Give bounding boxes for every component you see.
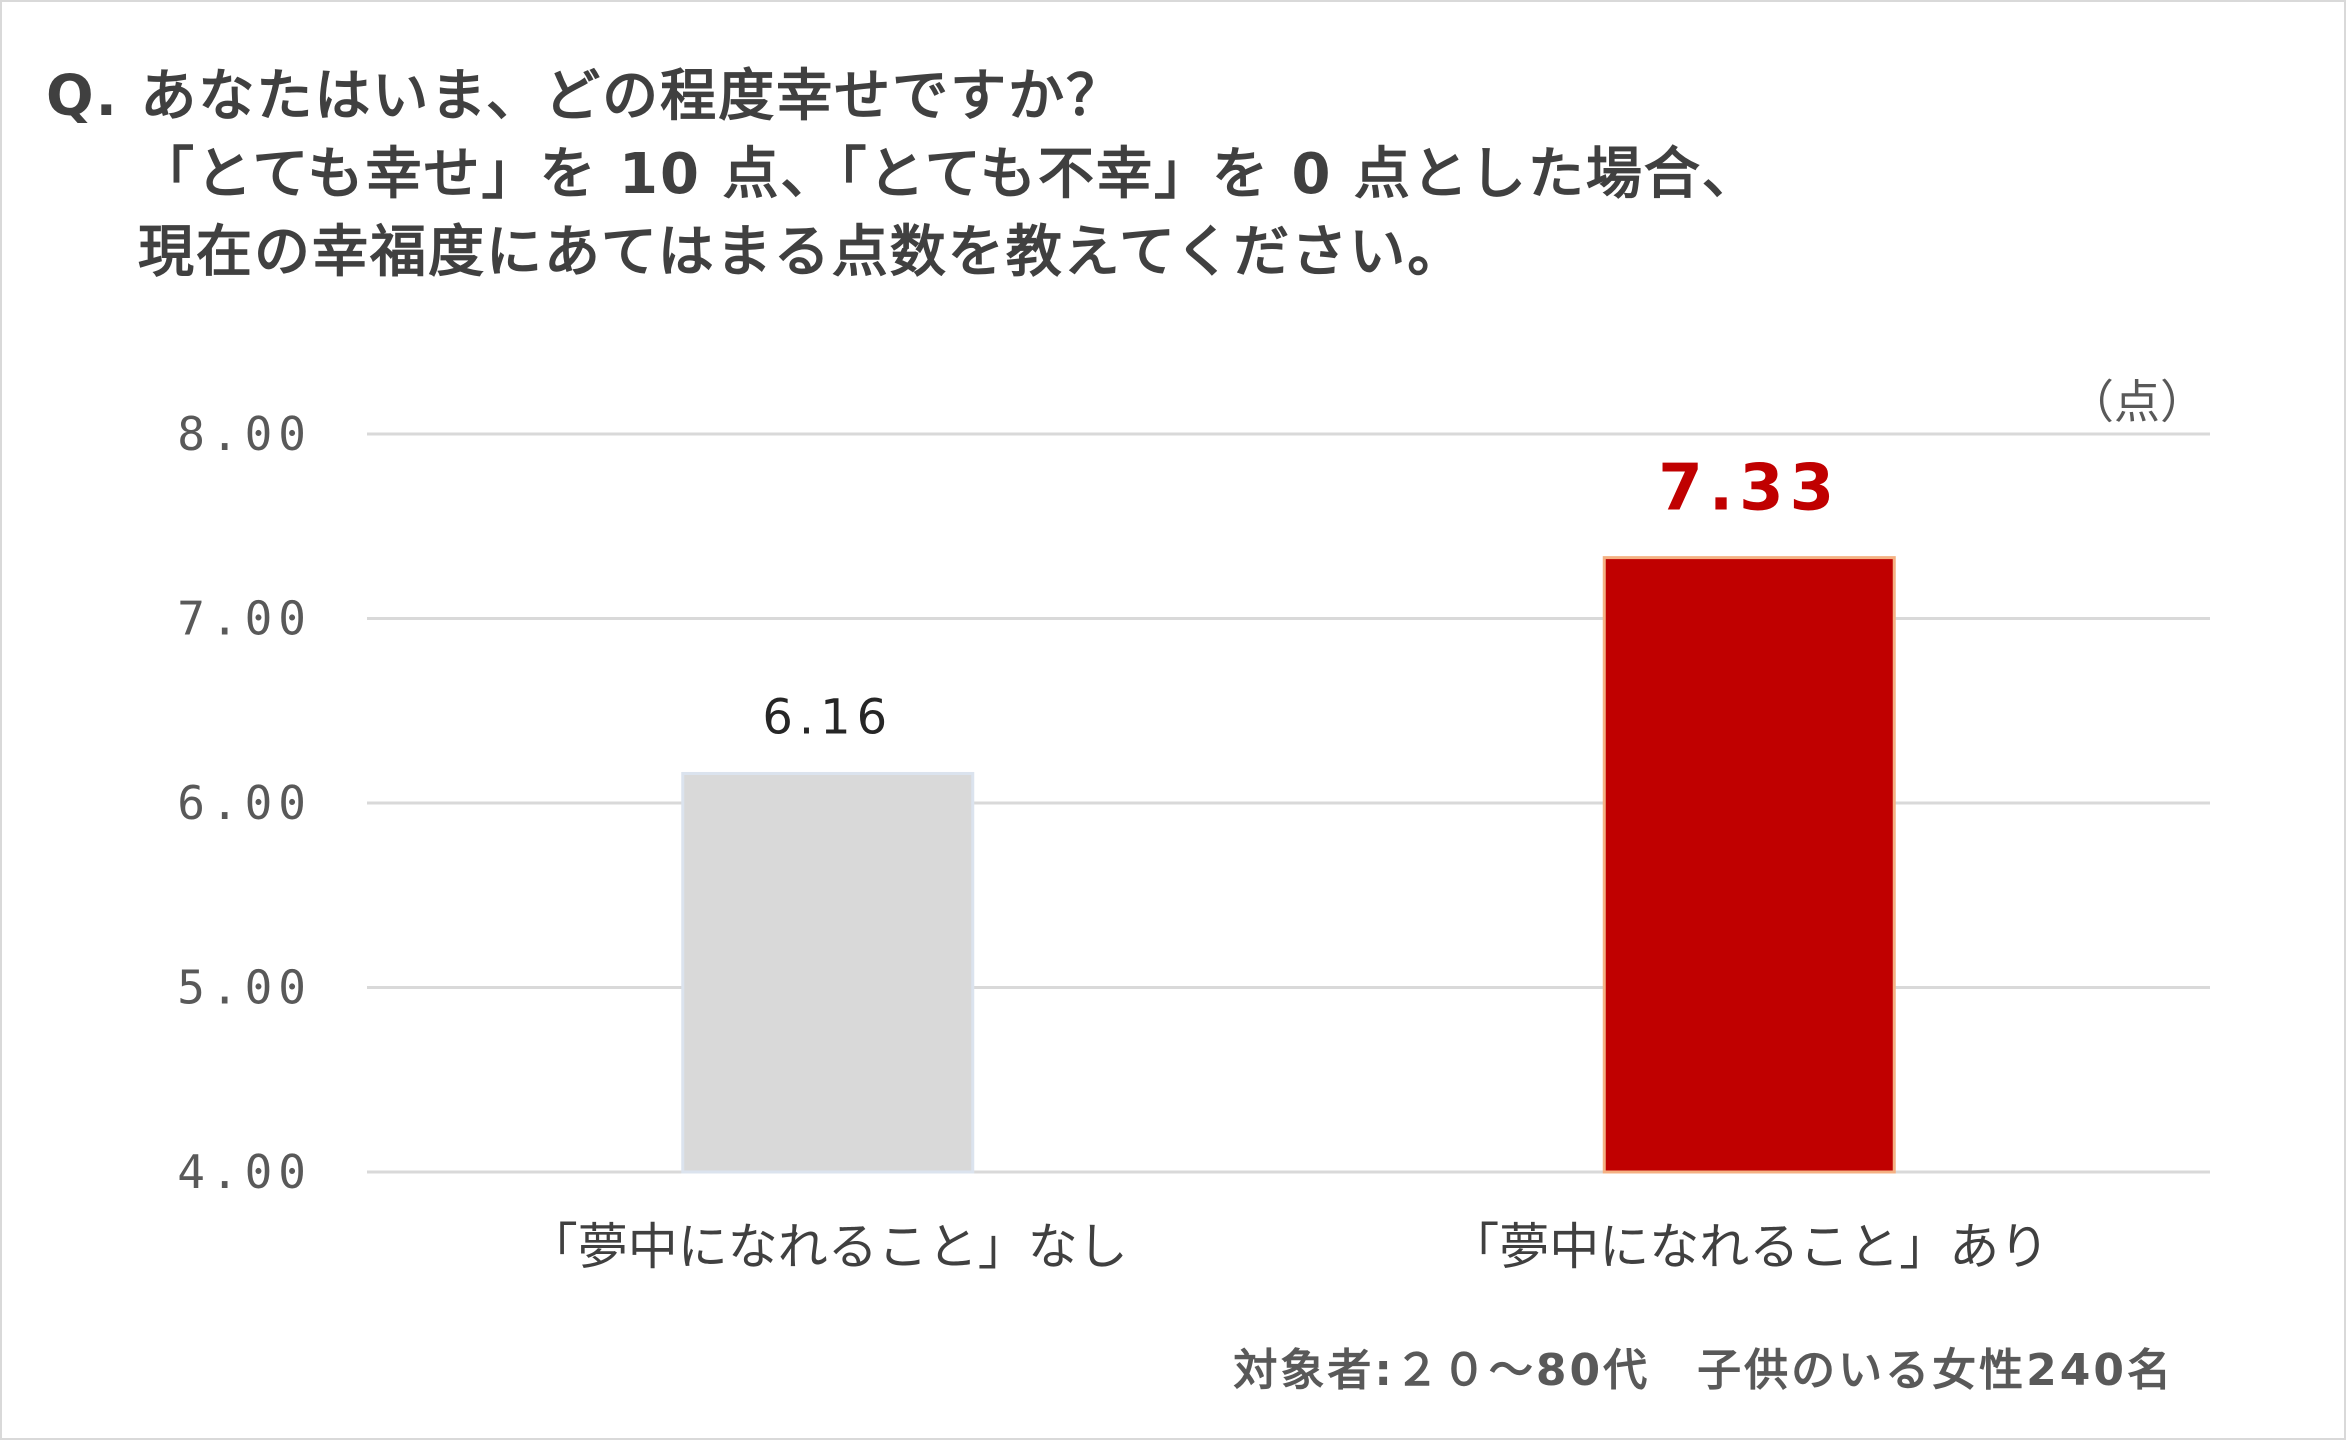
question-line-1: Q. あなたはいま、どの程度幸せですか？ — [46, 64, 1125, 129]
bar-2 — [1602, 556, 1896, 1174]
y-tick-label: 5.00 — [177, 961, 312, 1015]
data-label-1: 6.16 — [762, 689, 893, 745]
bars — [681, 556, 1896, 1174]
y-tick-label: 4.00 — [177, 1145, 312, 1199]
y-tick-label: 8.00 — [177, 407, 312, 461]
question-text: Q. あなたはいま、どの程度幸せですか？ 「とても幸せ」を 10 点、「とても不… — [46, 58, 2246, 292]
question-line-3: 現在の幸福度にあてはまる点数を教えてください。 — [138, 220, 1466, 285]
bar-1 — [681, 771, 975, 1174]
category-label-1: 「夢中になれること」なし — [528, 1218, 1128, 1276]
category-labels: 「夢中になれること」なし 「夢中になれること」あり — [528, 1218, 2050, 1276]
category-label-2: 「夢中になれること」あり — [1449, 1218, 2049, 1276]
y-tick-label: 7.00 — [177, 592, 312, 646]
question-line-2: 「とても幸せ」を 10 点、「とても不幸」を 0 点とした場合、 — [138, 142, 1760, 207]
footnote: 対象者:２０～80代 子供のいる女性240名 — [1233, 1345, 2174, 1396]
y-axis-ticks: 8.00 7.00 6.00 5.00 4.00 — [177, 407, 312, 1199]
data-labels: 6.16 7.33 — [762, 452, 1840, 746]
data-label-2: 7.33 — [1658, 452, 1840, 526]
unit-label: （点） — [2068, 375, 2206, 429]
y-tick-label: 6.00 — [177, 776, 312, 830]
gridlines — [367, 432, 2210, 1174]
